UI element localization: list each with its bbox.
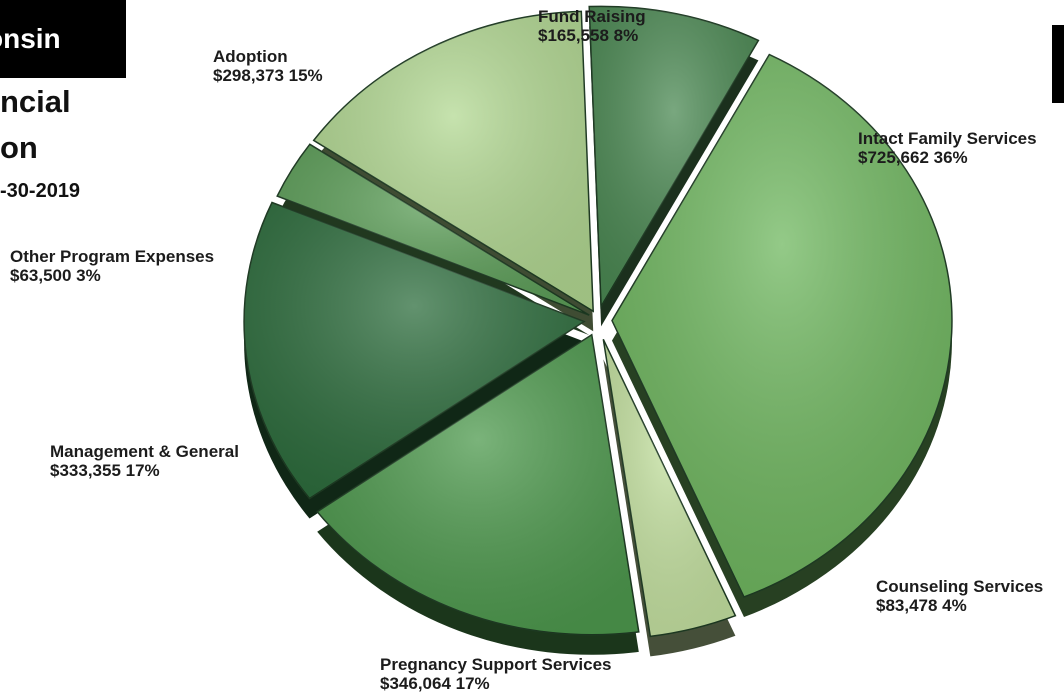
slice-label-value: $165,558 8% bbox=[538, 26, 638, 45]
slice-label-name: Counseling Services bbox=[876, 577, 1043, 596]
heading-line-2: on bbox=[0, 130, 38, 165]
slice-label-name: Fund Raising bbox=[538, 7, 646, 26]
pie-slices-layer bbox=[243, 5, 953, 638]
slice-label-name: Management & General bbox=[50, 442, 239, 461]
slice-label-name: Pregnancy Support Services bbox=[380, 655, 611, 674]
pie-slice-gloss bbox=[277, 144, 590, 316]
pie-slice-gloss bbox=[611, 54, 952, 598]
slice-label-name: Other Program Expenses bbox=[10, 247, 214, 266]
pie-slice-gloss bbox=[603, 339, 736, 637]
title-text: onsin bbox=[0, 23, 61, 54]
pie-labels-layer: Fund Raising$165,558 8% Intact Family Ser… bbox=[10, 7, 1043, 693]
pie-slice-gloss bbox=[317, 334, 639, 635]
slice-label-name: Adoption bbox=[213, 47, 288, 66]
pie-slice-gloss bbox=[589, 6, 759, 307]
slice-label-value: $346,064 17% bbox=[380, 674, 490, 693]
pie-slice-gloss bbox=[244, 202, 585, 499]
slice-label-value: $63,500 3% bbox=[10, 266, 101, 285]
slice-label-value: $83,478 4% bbox=[876, 596, 967, 615]
slice-label-name: Intact Family Services bbox=[858, 129, 1037, 148]
heading-line-1: ncial bbox=[0, 84, 71, 119]
pie-slice-gloss bbox=[313, 11, 594, 312]
title-banner: onsin bbox=[0, 0, 126, 78]
heading-date: -30-2019 bbox=[0, 180, 81, 202]
slice-label-value: $298,373 15% bbox=[213, 66, 323, 85]
slice-label-value: $725,662 36% bbox=[858, 148, 968, 167]
right-edge-banner bbox=[1052, 25, 1064, 103]
slice-label-value: $333,355 17% bbox=[50, 461, 160, 480]
